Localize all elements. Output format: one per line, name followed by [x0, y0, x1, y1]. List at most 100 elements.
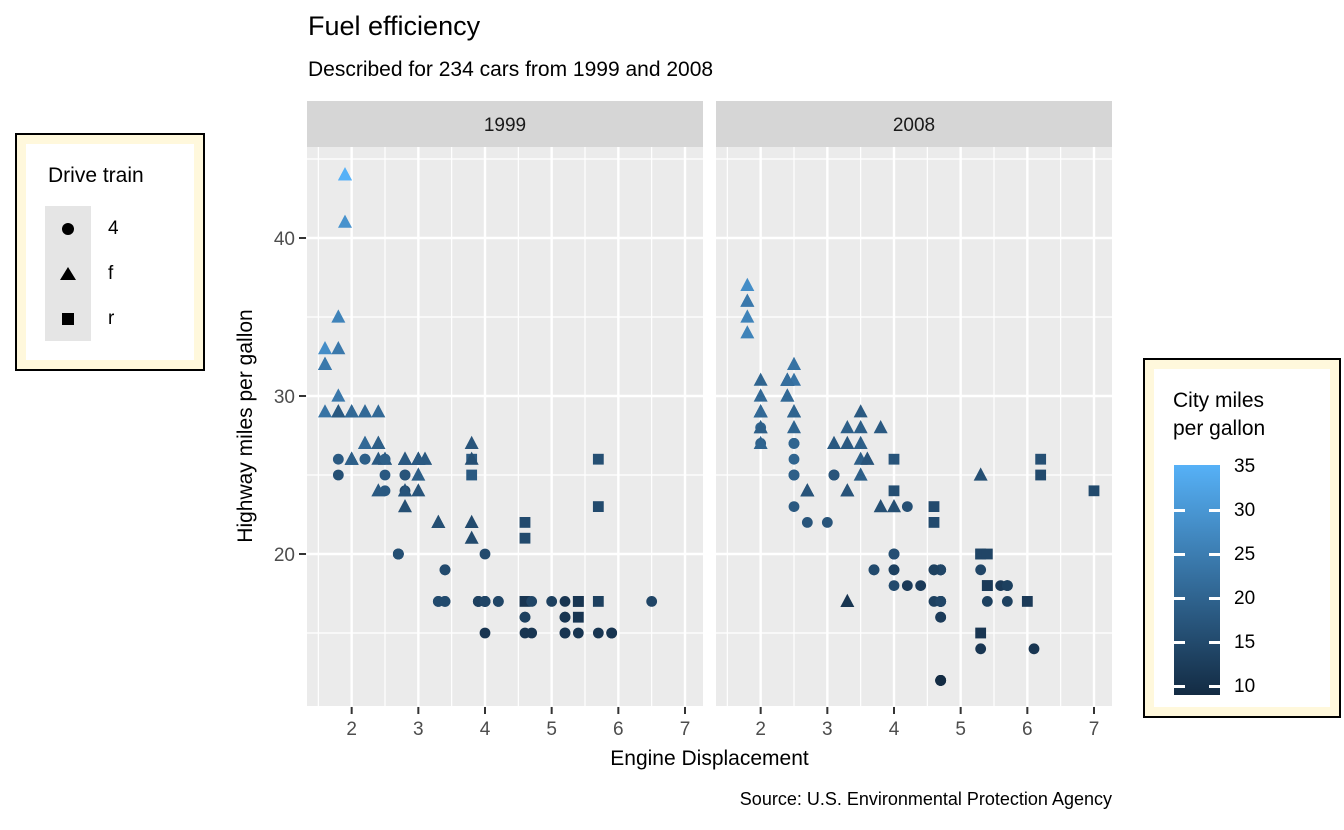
legend-key-label: r: [108, 307, 115, 329]
data-point: [935, 675, 947, 686]
colorbar-tick-mark: [1209, 597, 1220, 601]
triangle-shape-icon: [60, 267, 76, 280]
data-point: [935, 596, 947, 607]
data-point: [787, 404, 801, 418]
colorbar-tick-label: 35: [1234, 455, 1256, 477]
panel-background: [716, 147, 1112, 706]
data-point: [1001, 596, 1013, 607]
data-point: [975, 548, 987, 560]
data-point: [519, 532, 531, 544]
data-point: [398, 451, 412, 465]
data-point: [840, 483, 855, 497]
y-tick-label: 20: [274, 545, 295, 566]
data-point: [873, 420, 888, 434]
data-point: [1001, 580, 1013, 592]
y-axis-title: Highway miles per gallon: [234, 309, 257, 543]
data-point: [439, 596, 451, 607]
data-point: [546, 596, 558, 607]
colorbar-tick-mark: [1174, 509, 1185, 513]
data-point: [740, 309, 755, 323]
data-point: [379, 453, 391, 465]
x-tick-label: 5: [955, 719, 966, 740]
data-point: [572, 596, 584, 607]
data-point: [853, 467, 868, 481]
data-point: [788, 501, 800, 513]
data-point: [358, 435, 372, 450]
data-point: [753, 420, 768, 434]
data-point: [981, 548, 993, 560]
colorbar-tick-label: 20: [1234, 587, 1256, 609]
data-point: [431, 514, 446, 529]
x-tick-label: 7: [1089, 719, 1100, 740]
data-point: [519, 611, 531, 623]
data-point: [975, 564, 987, 576]
data-point: [840, 593, 855, 608]
data-point: [371, 404, 386, 418]
facet-strip-label: 2008: [893, 115, 935, 136]
data-point: [379, 469, 391, 481]
colorbar-tick-mark: [1209, 553, 1220, 557]
legend-key-label: 4: [108, 217, 119, 239]
facet-strip: [716, 101, 1112, 147]
data-point: [392, 548, 404, 560]
data-point: [928, 517, 940, 528]
data-point: [801, 517, 813, 528]
data-point: [928, 501, 940, 513]
legend-key-row: f: [45, 251, 119, 296]
data-point: [800, 483, 815, 497]
panel-background: [307, 147, 703, 706]
x-tick-label: 3: [413, 719, 424, 740]
data-point: [821, 517, 833, 528]
colorbar-tick-label: 25: [1234, 543, 1256, 565]
data-point: [559, 596, 571, 607]
data-point: [344, 451, 359, 465]
data-point: [853, 435, 868, 450]
plot-subtitle: Described for 234 cars from 1999 and 200…: [308, 58, 714, 81]
data-point: [398, 499, 412, 513]
facet-strip-label: 1999: [484, 115, 526, 136]
data-point: [901, 580, 913, 592]
data-point: [860, 451, 875, 465]
colorbar-tick-mark: [1174, 597, 1185, 601]
data-point: [464, 530, 479, 544]
data-point: [332, 453, 344, 465]
legend-key-swatch: [45, 251, 91, 296]
data-point: [840, 435, 855, 450]
data-point: [332, 469, 344, 481]
data-point: [572, 627, 584, 639]
data-point: [592, 596, 604, 607]
data-point: [526, 627, 538, 639]
data-point: [981, 596, 993, 607]
data-point: [519, 596, 531, 607]
city-mpg-legend-inner: City miles per gallon 35 30 25 20 15 10: [1154, 369, 1330, 707]
data-point: [411, 483, 426, 497]
data-point: [1021, 596, 1033, 607]
data-point: [338, 167, 352, 181]
data-point: [646, 596, 658, 607]
data-point: [975, 643, 987, 655]
data-point: [888, 453, 900, 465]
data-point: [753, 404, 768, 418]
drive-train-legend-title: Drive train: [48, 164, 144, 187]
page-title: Fuel efficiency: [308, 11, 481, 41]
x-tick-label: 7: [680, 719, 691, 740]
data-point: [1028, 643, 1040, 655]
data-point: [398, 483, 412, 497]
data-point: [780, 388, 795, 402]
data-point: [740, 277, 755, 292]
city-mpg-legend-title: City miles per gallon: [1173, 389, 1266, 440]
city-mpg-legend: City miles per gallon 35 30 25 20 15 10: [1143, 358, 1341, 718]
data-point: [479, 627, 491, 639]
data-point: [780, 372, 795, 386]
data-point: [464, 435, 479, 450]
data-point: [827, 435, 841, 450]
colorbar-tick-label: 15: [1234, 631, 1256, 653]
data-point: [1035, 453, 1047, 465]
data-point: [740, 293, 755, 307]
drive-train-legend-inner: Drive train 4 f r: [26, 144, 194, 360]
data-point: [888, 580, 900, 592]
x-tick-label: 6: [1022, 719, 1033, 740]
data-point: [1088, 485, 1100, 497]
data-point: [331, 404, 346, 418]
data-point: [887, 499, 901, 513]
